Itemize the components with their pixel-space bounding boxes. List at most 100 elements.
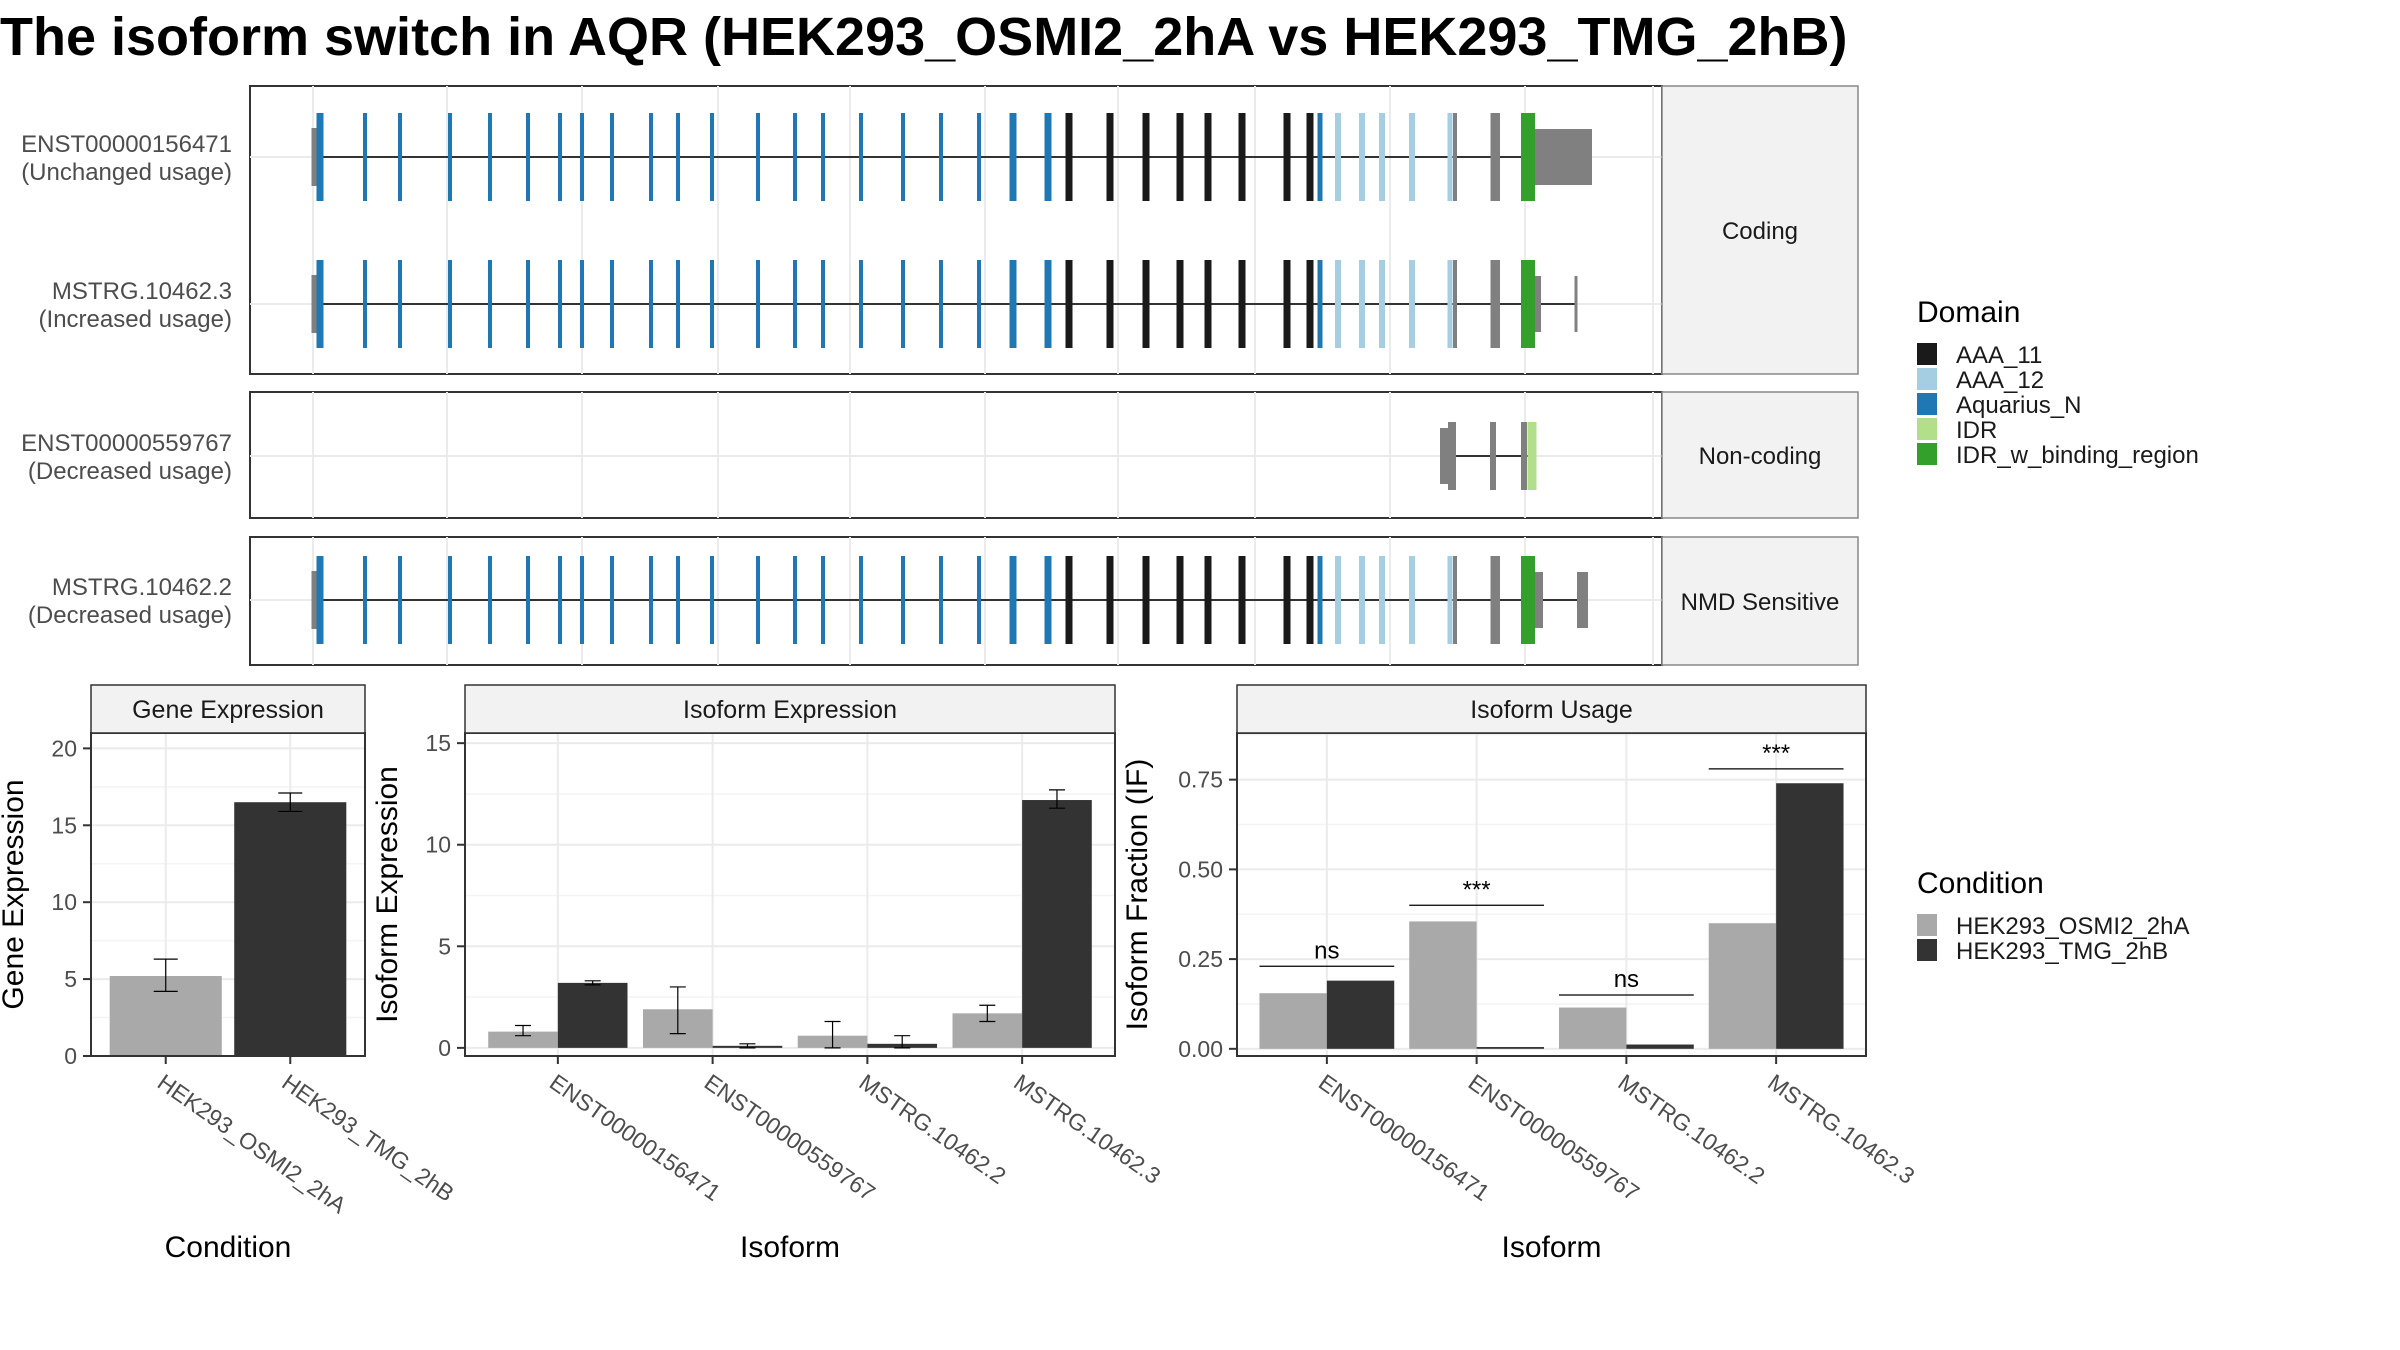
x-tick-label: MSTRG.10462.3	[1763, 1069, 1919, 1189]
exon	[1176, 260, 1184, 348]
transcript-usage: (Increased usage)	[39, 306, 232, 333]
chart-2: ns***ns***Isoform Usage0.000.250.500.75E…	[1121, 684, 1920, 1264]
transcript-row: ENST00000156471 (Unchanged usage)	[21, 113, 1592, 201]
exon	[610, 556, 614, 644]
structure-facet: Non-coding ENST00000559767 (Decreased usag…	[21, 391, 1859, 519]
exon	[1521, 422, 1527, 490]
exon	[1142, 556, 1150, 644]
legend-swatch	[1917, 418, 1937, 440]
exon	[1453, 113, 1457, 201]
y-tick-label: 0.50	[1178, 856, 1223, 882]
exon	[1490, 260, 1496, 348]
exon	[580, 260, 584, 348]
y-tick-label: 0	[438, 1035, 451, 1061]
exon	[316, 556, 324, 644]
exon	[939, 113, 943, 201]
exon	[1142, 113, 1150, 201]
exon	[1009, 260, 1017, 348]
bar	[1326, 980, 1395, 1049]
exon	[1317, 556, 1323, 644]
legend-label: Aquarius_N	[1956, 392, 2081, 419]
exon	[488, 260, 492, 348]
exon	[1447, 113, 1453, 201]
exon	[558, 556, 562, 644]
exon	[1494, 556, 1500, 644]
exon	[649, 113, 653, 201]
exon	[901, 113, 905, 201]
exon	[710, 556, 714, 644]
y-tick-label: 5	[64, 966, 77, 992]
y-tick-label: 5	[438, 933, 451, 959]
chart-strip	[464, 684, 1116, 734]
condition-legend-item: HEK293_OSMI2_2hA	[1917, 913, 2189, 940]
exon	[1238, 113, 1246, 201]
exon	[1044, 556, 1052, 644]
domain-legend-item: AAA_12	[1917, 367, 2044, 394]
transcript-row: ENST00000559767 (Decreased usage)	[21, 422, 1537, 490]
significance-label: ***	[1463, 876, 1491, 903]
exon	[1317, 113, 1323, 201]
structure-facet: NMD Sensitive MSTRG.10462.2 (Decreased usa…	[28, 536, 1859, 666]
x-tick-label: MSTRG.10462.2	[1614, 1069, 1770, 1189]
legend-swatch	[1917, 368, 1937, 390]
exon	[710, 260, 714, 348]
exon	[1379, 556, 1385, 644]
exon	[1283, 556, 1291, 644]
exon	[363, 556, 367, 644]
exon	[1521, 113, 1535, 201]
exon	[756, 113, 760, 201]
facet-label: NMD Sensitive	[1681, 589, 1840, 616]
exon	[793, 556, 797, 644]
legend-swatch	[1917, 443, 1937, 465]
exon	[939, 260, 943, 348]
exon	[649, 556, 653, 644]
bar	[234, 802, 347, 1056]
legend-label: HEK293_TMG_2hB	[1956, 938, 2168, 965]
exon	[977, 113, 981, 201]
transcript-label: ENST00000156471 (Unchanged usage)	[21, 131, 232, 186]
x-axis-title: Isoform	[740, 1231, 840, 1264]
transcript-structure-panel: Coding ENST00000156471 (Unchanged usage) MS…	[21, 85, 1859, 666]
bar	[1708, 923, 1777, 1049]
facet-label: Coding	[1722, 218, 1798, 245]
y-axis-title: Isoform Expression	[371, 766, 404, 1023]
exon	[316, 113, 324, 201]
exon	[488, 113, 492, 201]
y-tick-label: 15	[425, 730, 451, 756]
facet-panel	[249, 85, 1663, 375]
exon	[1317, 260, 1323, 348]
exon	[1490, 113, 1496, 201]
exon	[1106, 113, 1114, 201]
bar	[488, 1031, 558, 1048]
utr-block	[1535, 572, 1543, 628]
domain-legend-item: AAA_11	[1917, 342, 2042, 369]
exon	[1009, 113, 1017, 201]
exon	[1044, 113, 1052, 201]
exon	[488, 556, 492, 644]
exon	[1106, 260, 1114, 348]
transcript-id: ENST00000156471	[21, 131, 232, 158]
bar	[1259, 993, 1327, 1049]
exon	[363, 113, 367, 201]
legend-label: IDR_w_binding_region	[1956, 442, 2199, 469]
exon	[1490, 556, 1496, 644]
exon	[939, 556, 943, 644]
chart-title: Isoform Usage	[1470, 696, 1633, 724]
domain-legend-item: IDR	[1917, 417, 1997, 444]
exon	[676, 113, 680, 201]
structure-facet: Coding ENST00000156471 (Unchanged usage) MS…	[21, 85, 1859, 375]
exon	[316, 260, 324, 348]
exon	[526, 260, 530, 348]
exon	[1453, 556, 1457, 644]
x-tick-label: ENST00000156471	[545, 1069, 725, 1206]
exon	[1142, 260, 1150, 348]
exon	[448, 556, 452, 644]
chart-0: Gene Expression05101520HEK293_OSMI2_2hAH…	[0, 684, 459, 1264]
y-tick-label: 10	[51, 889, 77, 915]
exon	[1490, 422, 1496, 490]
exon	[558, 113, 562, 201]
bar	[1409, 921, 1477, 1049]
exon	[311, 275, 321, 333]
figure-title: The isoform switch in AQR (HEK293_OSMI2_…	[0, 7, 1847, 67]
